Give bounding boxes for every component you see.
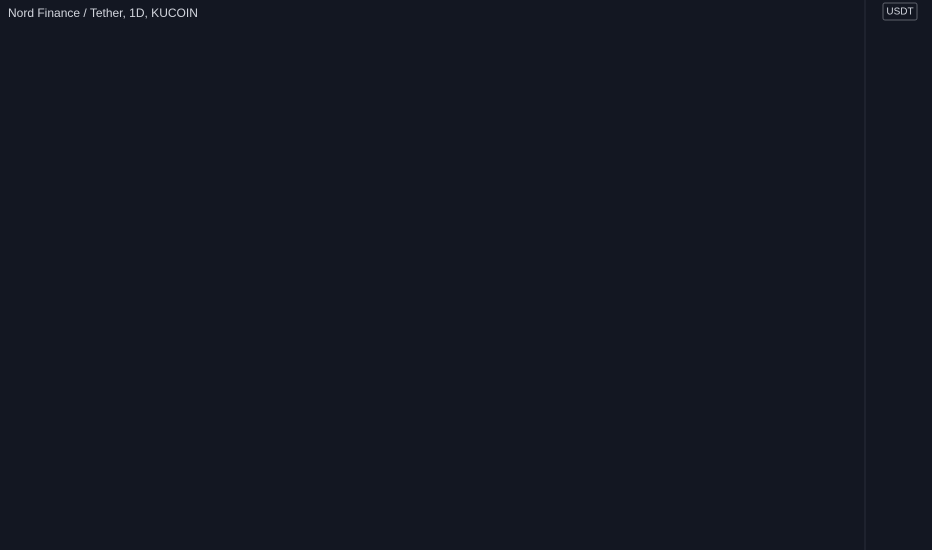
currency-label: USDT [886,7,913,18]
currency-badge [882,2,918,21]
chart-title: Nord Finance / Tether, 1D, KUCOIN [8,6,198,20]
